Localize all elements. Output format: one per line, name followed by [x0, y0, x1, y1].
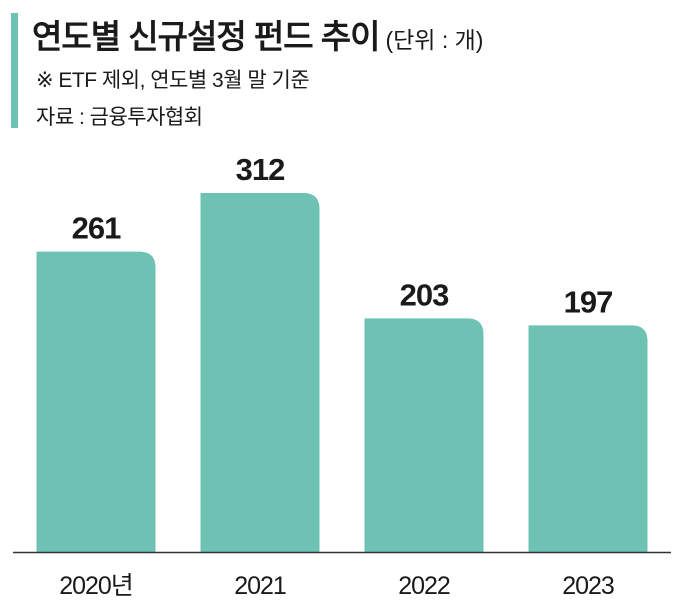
x-tick-label-2023: 2023 — [562, 572, 614, 600]
data-label-2023: 197 — [564, 284, 613, 319]
bar-2021 — [200, 193, 320, 552]
source-note: 자료 : 금융투자협회 — [36, 106, 203, 129]
chart-title: 연도별 신규설정 펀드 추이 — [32, 18, 380, 55]
bar-2022 — [364, 318, 484, 552]
accent-bar — [11, 13, 18, 128]
data-label-2021: 312 — [236, 152, 285, 187]
x-tick-label-2021: 2021 — [234, 572, 286, 600]
x-tick-label-2020년: 2020년 — [59, 572, 133, 600]
footnote: ※ ETF 제외, 연도별 3월 말 기준 — [36, 69, 310, 92]
data-label-2020년: 261 — [72, 211, 121, 246]
data-label-2022: 203 — [400, 277, 449, 312]
x-tick-label-2022: 2022 — [398, 572, 450, 600]
unit-label: (단위 : 개) — [385, 27, 484, 53]
bar-2020년 — [36, 251, 156, 553]
title-line: 연도별 신규설정 펀드 추이 (단위 : 개) — [32, 10, 483, 58]
bar-2023 — [528, 325, 648, 552]
